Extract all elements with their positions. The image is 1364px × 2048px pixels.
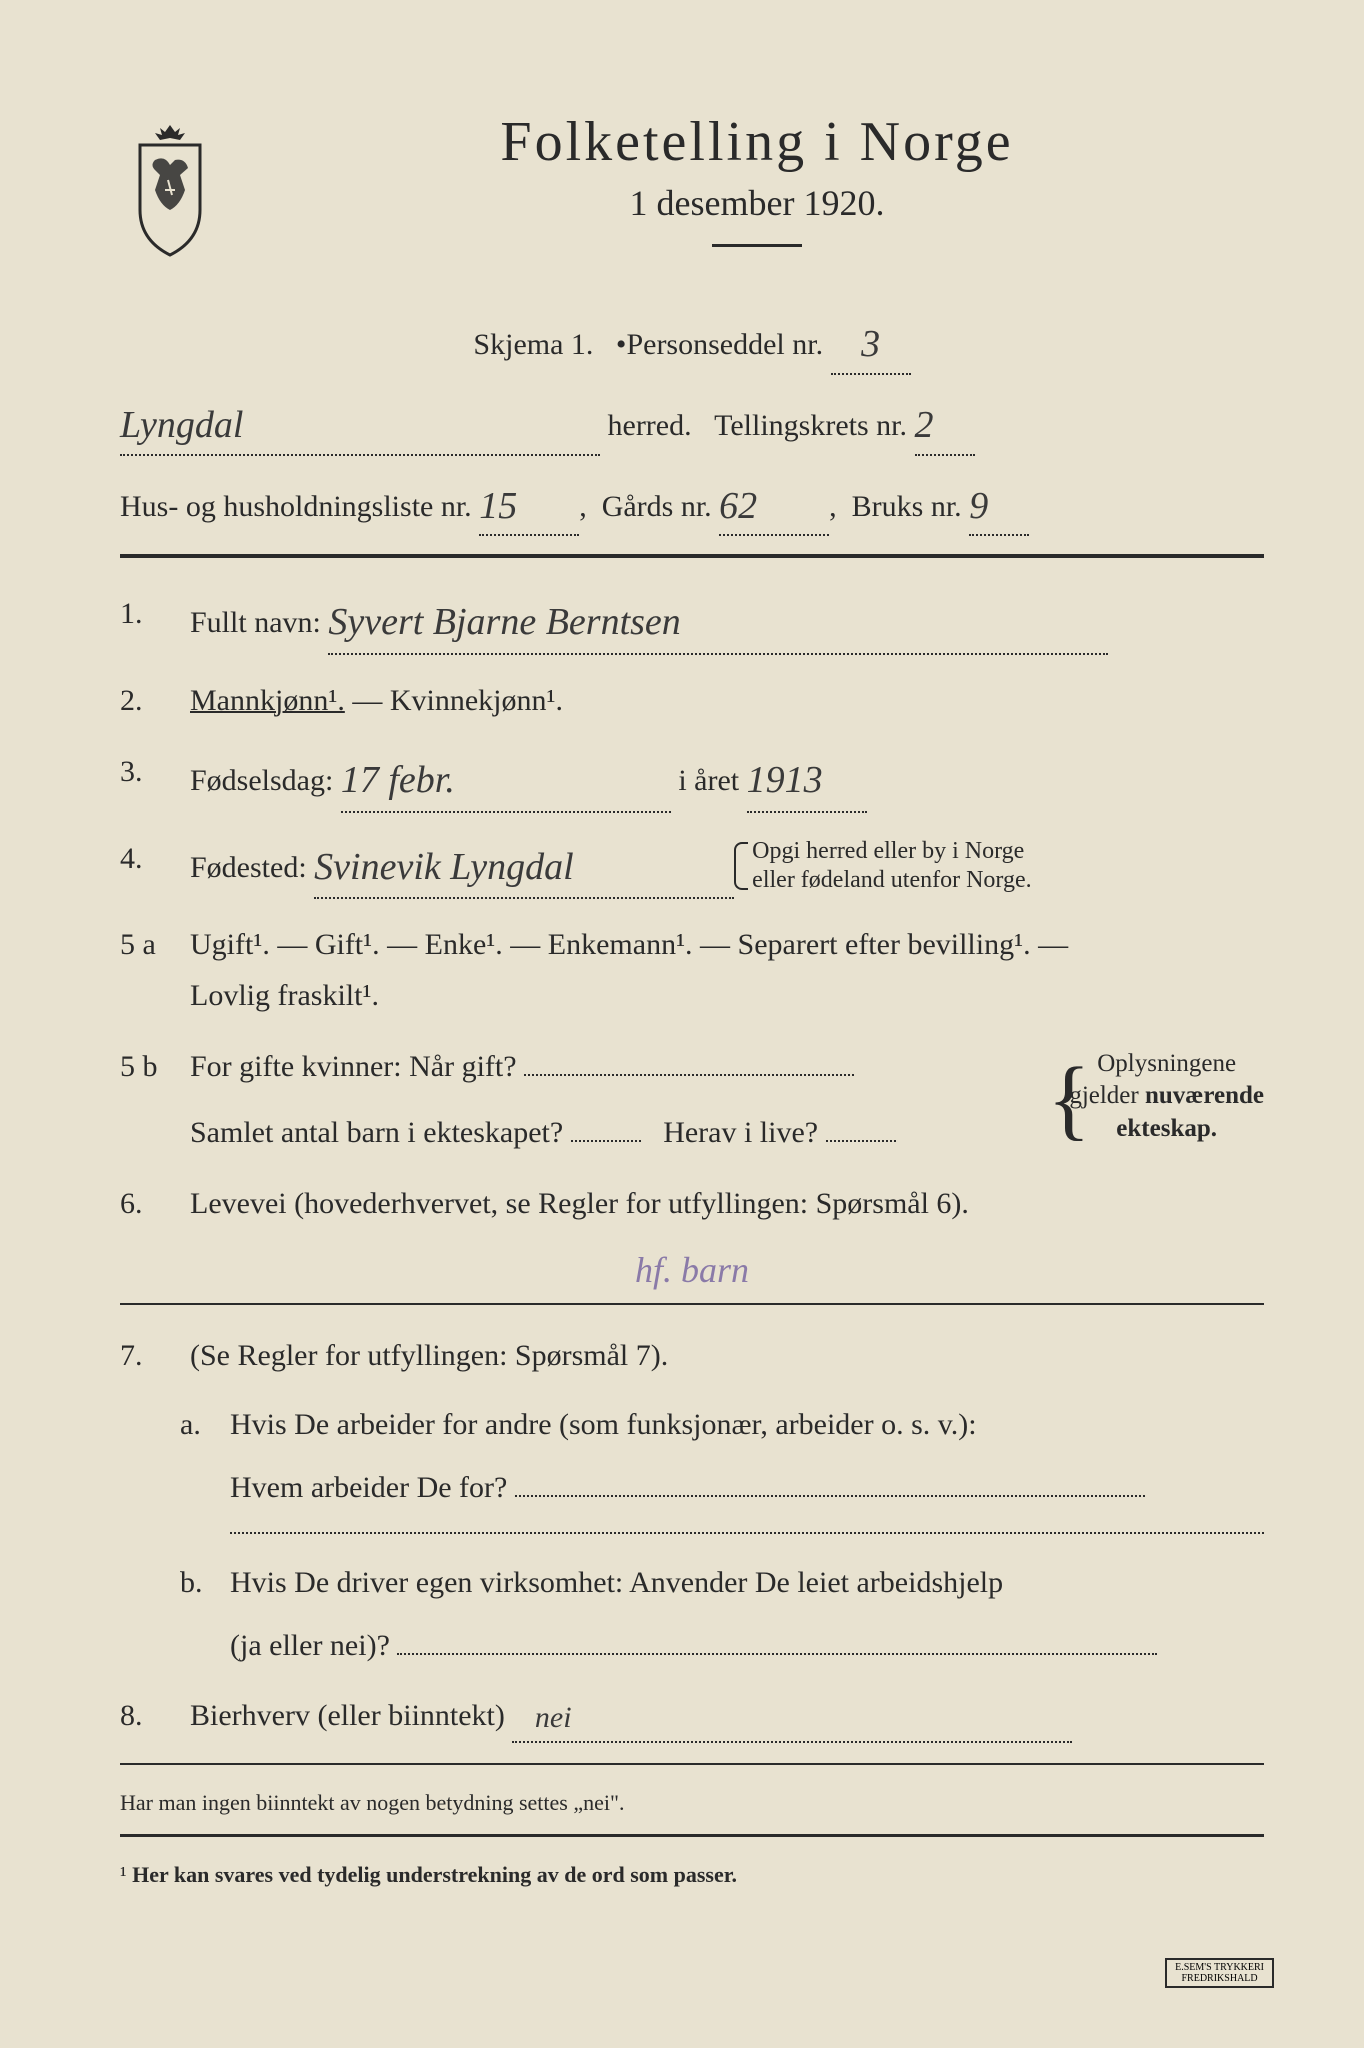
subtitle: 1 desember 1920.	[250, 182, 1264, 224]
q6-answer-line: hf. barn	[120, 1249, 1264, 1291]
q2: 2. Mannkjønn¹. — Kvinnekjønn¹.	[120, 675, 1264, 726]
tellingskrets-label: Tellingskrets nr.	[714, 409, 907, 442]
rule-bottom	[120, 1834, 1264, 1837]
q7-num: 7.	[120, 1330, 190, 1381]
q1-num: 1.	[120, 588, 190, 655]
footnote2: ¹ Her kan svares ved tydelig understrekn…	[120, 1862, 1264, 1888]
q3-num: 3.	[120, 746, 190, 813]
q5b-label1: For gifte kvinner: Når gift?	[190, 1050, 517, 1083]
personseddel-label: Personseddel nr.	[626, 328, 823, 361]
q7-label: (Se Regler for utfyllingen: Spørsmål 7).	[190, 1339, 668, 1372]
rule-top	[120, 554, 1264, 558]
footnote1: Har man ingen biinntekt av nogen betydni…	[120, 1790, 1264, 1816]
q5b-label2: Samlet antal barn i ekteskapet?	[190, 1116, 563, 1149]
q3-label: Fødselsdag:	[190, 764, 333, 797]
q7a: a. Hvis De arbeider for andre (som funks…	[180, 1401, 1264, 1512]
q5b-label3: Herav i live?	[663, 1116, 818, 1149]
coat-of-arms-icon	[120, 120, 220, 260]
q4-value: Svinevik Lyngdal	[314, 846, 574, 888]
footnote2-text: Her kan svares ved tydelig understreknin…	[132, 1862, 737, 1887]
q3: 3. Fødselsdag: 17 febr. i året 1913	[120, 746, 1264, 813]
q7b-line2: (ja eller nei)?	[230, 1629, 390, 1662]
q5b: 5 b For gifte kvinner: Når gift? Samlet …	[120, 1041, 1264, 1158]
herred-label: herred.	[608, 409, 692, 442]
census-form-page: Folketelling i Norge 1 desember 1920. Sk…	[0, 0, 1364, 2048]
q2-mann: Mannkjønn¹.	[190, 684, 345, 717]
skjema-label: Skjema 1.	[473, 328, 593, 361]
husholdning-label: Hus- og husholdningsliste nr.	[120, 490, 472, 523]
rule-q8	[120, 1763, 1264, 1765]
q5a: 5 a Ugift¹. — Gift¹. — Enke¹. — Enkemann…	[120, 919, 1264, 1021]
q7b-line1: Hvis De driver egen virksomhet: Anvender…	[230, 1559, 1264, 1607]
q4-note-line1: Opgi herred eller by i Norge	[752, 837, 1031, 866]
q4-label: Fødested:	[190, 851, 307, 884]
title-divider	[712, 244, 802, 247]
q1-value: Syvert Bjarne Berntsen	[328, 601, 680, 643]
q5b-brace2-a: gjelder	[1069, 1082, 1145, 1109]
personseddel-nr: 3	[861, 323, 880, 365]
stamp-line1: E.SEM'S TRYKKERI	[1175, 1962, 1264, 1973]
bruks-label: Bruks nr.	[852, 490, 962, 523]
q3-year: 1913	[747, 759, 823, 801]
q5b-brace3: ekteskap.	[1116, 1115, 1217, 1142]
stamp-line2: FREDRIKSHALD	[1175, 1973, 1264, 1984]
q5a-text2: Lovlig fraskilt¹.	[190, 970, 1264, 1021]
q7b-letter: b.	[180, 1559, 230, 1670]
q8-value: nei	[535, 1701, 572, 1734]
husholdning-nr: 15	[479, 485, 517, 527]
bruks-nr: 9	[969, 485, 988, 527]
q3-year-label: i året	[678, 764, 739, 797]
hus-line: Hus- og husholdningsliste nr. 15, Gårds …	[120, 474, 1264, 537]
q7a-line2: Hvem arbeider De for?	[230, 1471, 507, 1504]
q6-label: Levevei (hovederhvervet, se Regler for u…	[190, 1187, 969, 1220]
q7a-letter: a.	[180, 1401, 230, 1512]
q1: 1. Fullt navn: Syvert Bjarne Berntsen	[120, 588, 1264, 655]
footnote2-prefix: ¹	[120, 1862, 132, 1887]
q2-kvinne: Kvinnekjønn¹.	[390, 684, 563, 717]
q5a-text: Ugift¹. — Gift¹. — Enke¹. — Enkemann¹. —…	[190, 919, 1264, 970]
q8-num: 8.	[120, 1690, 190, 1743]
q7: 7. (Se Regler for utfyllingen: Spørsmål …	[120, 1330, 1264, 1381]
q4-num: 4.	[120, 833, 190, 900]
q4-note-line2: eller fødeland utenfor Norge.	[752, 866, 1031, 895]
gards-nr: 62	[719, 485, 757, 527]
q7b: b. Hvis De driver egen virksomhet: Anven…	[180, 1559, 1264, 1670]
q5b-brace1: Oplysningene	[1069, 1048, 1264, 1081]
q5b-num: 5 b	[120, 1041, 190, 1158]
herred-value: Lyngdal	[120, 404, 243, 446]
printer-stamp: E.SEM'S TRYKKERI FREDRIKSHALD	[1165, 1958, 1274, 1988]
skjema-line: Skjema 1. •Personseddel nr. 3	[120, 312, 1264, 375]
q6: 6. Levevei (hovederhvervet, se Regler fo…	[120, 1178, 1264, 1229]
q8: 8. Bierhverv (eller biinntekt) nei	[120, 1690, 1264, 1743]
q1-label: Fullt navn:	[190, 606, 321, 639]
q2-sep: —	[352, 684, 390, 717]
q4-note: Opgi herred eller by i Norge eller fødel…	[734, 837, 1031, 895]
main-title: Folketelling i Norge	[250, 110, 1264, 174]
gards-label: Gårds nr.	[602, 490, 712, 523]
header: Folketelling i Norge 1 desember 1920.	[120, 110, 1264, 282]
title-block: Folketelling i Norge 1 desember 1920.	[250, 110, 1264, 282]
q5b-brace: Oplysningene gjelder nuværende ekteskap.	[1047, 1048, 1264, 1152]
q6-num: 6.	[120, 1178, 190, 1229]
q5a-num: 5 a	[120, 919, 190, 1021]
rule-q6	[120, 1303, 1264, 1305]
q3-day: 17 febr.	[341, 759, 455, 801]
herred-line: Lyngdal herred. Tellingskrets nr. 2	[120, 393, 1264, 456]
q4: 4. Fødested: Svinevik Lyngdal Opgi herre…	[120, 833, 1264, 900]
q6-value: hf. barn	[635, 1250, 749, 1290]
q5b-brace2-b: nuværende	[1145, 1082, 1264, 1109]
q2-num: 2.	[120, 675, 190, 726]
q7a-line1: Hvis De arbeider for andre (som funksjon…	[230, 1401, 1264, 1449]
tellingskrets-nr: 2	[915, 404, 934, 446]
q8-label: Bierhverv (eller biinntekt)	[190, 1699, 505, 1732]
